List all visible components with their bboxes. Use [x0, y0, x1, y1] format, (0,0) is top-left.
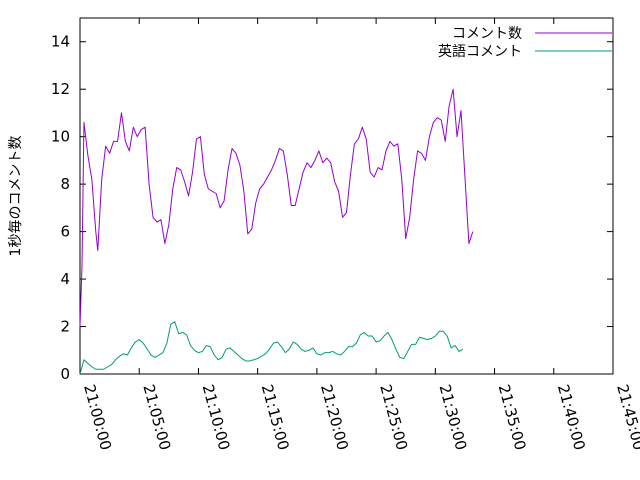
y-tick-label: 6 [60, 223, 70, 241]
x-tick-label: 21:25:00 [376, 382, 411, 452]
x-tick-label: 21:00:00 [80, 382, 115, 452]
y-tick-label: 12 [51, 80, 70, 98]
x-tick-label: 21:15:00 [258, 382, 293, 452]
x-tick-label: 21:30:00 [435, 382, 470, 452]
y-tick-label: 14 [51, 33, 70, 51]
x-tick-label: 21:10:00 [199, 382, 234, 452]
x-tick-label: 21:40:00 [554, 382, 589, 452]
x-tick-label: 21:45:00 [613, 382, 640, 452]
x-tick-label: 21:20:00 [317, 382, 352, 452]
x-axis-ticks: 21:00:00 21:05:00 21:10:00 21:15:00 21:20:00… [79, 18, 640, 452]
y-tick-label: 2 [60, 318, 70, 336]
y-tick-label: 0 [60, 365, 70, 383]
x-tick-label: 21:35:00 [495, 382, 530, 452]
y-tick-label: 4 [60, 270, 70, 288]
series-layer [79, 88, 474, 375]
y-axis-ticks: 0 2 4 6 8 10 12 14 [51, 33, 613, 383]
y-tick-label: 10 [51, 128, 70, 146]
plot-frame [79, 17, 614, 375]
series-line-0 [79, 88, 474, 327]
y-axis-title: 1秒毎のコメント数 [8, 136, 24, 257]
x-tick-label: 21:05:00 [139, 382, 174, 452]
legend-label-0: コメント数 [452, 26, 522, 42]
series-line-1 [79, 321, 464, 375]
legend-label-1: 英語コメント [438, 43, 522, 60]
y-tick-label: 8 [60, 175, 70, 193]
